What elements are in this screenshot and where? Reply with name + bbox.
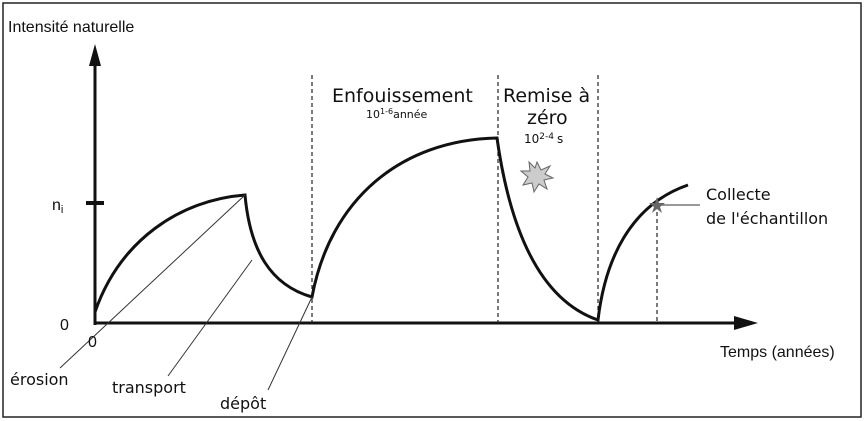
base: 10 [524,132,539,146]
burial-title: Enfouissement [332,85,473,107]
pointer [267,296,313,391]
x-origin: 0 [88,334,97,351]
unit: année [393,108,427,121]
pointer [167,259,253,377]
y-level-base: n [52,197,61,214]
unit: s [557,132,563,146]
intensity-curve [93,136,689,323]
reset-title-2: zéro [527,107,568,129]
burial-duration: 101-6année [366,107,428,121]
exponent: 2-4 [539,132,554,142]
y-origin: 0 [60,317,69,334]
y-level: ni [52,197,63,216]
deposit-label: dépôt [220,394,266,413]
reset-duration: 102-4 s [524,132,563,146]
sample-star [649,197,665,213]
erosion-label: érosion [10,370,69,389]
pointer [59,194,246,369]
light-burst [519,160,555,194]
transport-label: transport [112,378,186,397]
collection-label-2: de l'échantillon [706,209,828,228]
y-level-sub: i [61,204,63,216]
base: 10 [366,108,380,121]
reset-title: Remise à [503,85,590,107]
y-arrow [89,44,101,66]
x-label: Temps (années) [720,344,835,361]
exponent: 1-6 [380,107,393,116]
x-arrow [734,316,758,330]
collection-label: Collecte [706,185,771,204]
y-label: Intensité naturelle [8,19,134,36]
